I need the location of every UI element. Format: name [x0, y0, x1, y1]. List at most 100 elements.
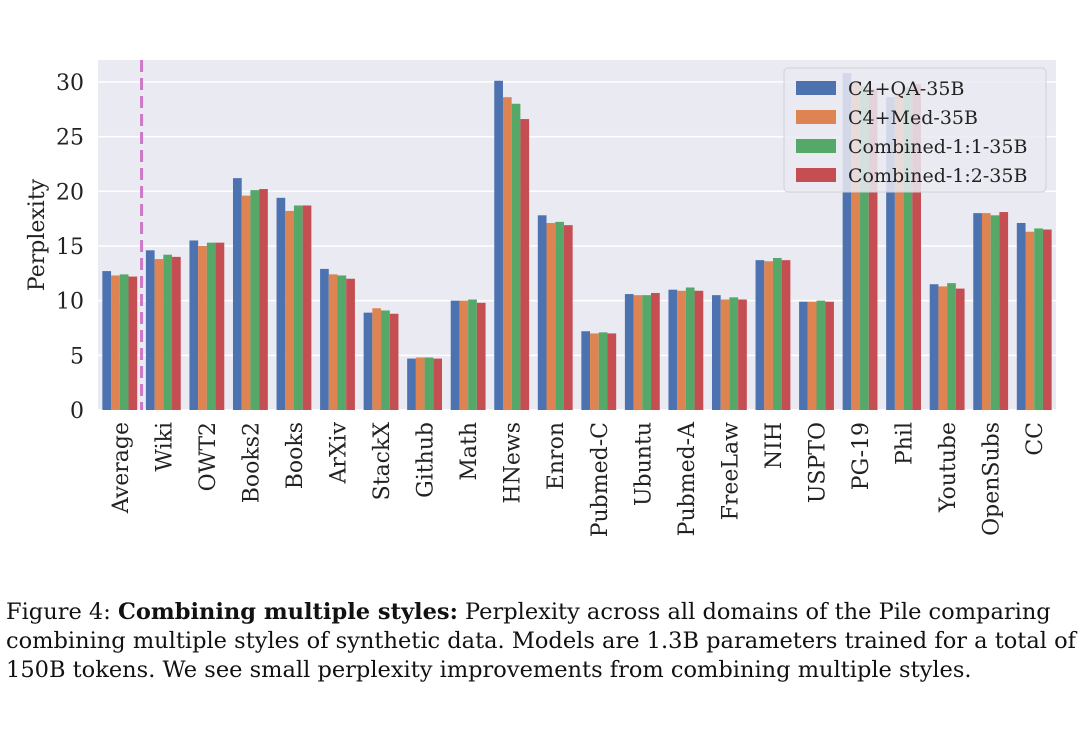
bar-books2-series-2	[241, 195, 251, 410]
bar-ubuntu-series-4	[651, 292, 660, 410]
y-axis-label: Perplexity	[25, 178, 50, 291]
bar-phil-series-1	[886, 97, 895, 410]
x-tick-label-wiki: Wiki	[152, 422, 177, 472]
x-tick-label-phil: Phil	[893, 422, 918, 465]
bar-books-series-4	[302, 205, 312, 410]
bar-owt2-series-4	[215, 242, 225, 410]
bar-github-series-3	[424, 357, 434, 410]
bar-freelaw-series-2	[720, 299, 730, 410]
bar-books2-series-1	[232, 178, 242, 411]
bar-cc-series-1	[1016, 222, 1026, 410]
bar-stackx-series-2	[372, 308, 382, 410]
bar-youtube-series-3	[947, 283, 956, 411]
bar-stackx-series-3	[381, 310, 390, 410]
bar-nih-series-2	[764, 261, 773, 410]
bar-opensubs-series-3	[990, 215, 1000, 410]
bar-arxiv-series-1	[320, 268, 329, 410]
bar-stackx-series-4	[389, 313, 399, 410]
bar-uspto-series-3	[816, 300, 826, 411]
bar-uspto-series-2	[807, 301, 817, 410]
bar-uspto-series-4	[825, 301, 834, 410]
bar-cc-series-4	[1042, 229, 1052, 410]
x-tick-labels: Average Wiki OWT2 Books2 Books ArXiv StackX Git…	[109, 421, 1048, 537]
y-tick-label-20: 20	[56, 180, 84, 205]
bar-hnews-series-4	[520, 119, 530, 410]
bar-phil-series-2	[894, 92, 904, 410]
x-tick-label-enron: Enron	[544, 422, 569, 490]
bar-pg-19-series-4	[868, 89, 878, 410]
bar-pubmed-a-series-3	[685, 287, 695, 410]
bar-youtube-series-1	[929, 284, 939, 410]
bar-ubuntu-series-2	[633, 295, 643, 410]
bar-arxiv-series-3	[337, 275, 347, 410]
bar-wiki-series-3	[163, 254, 173, 410]
bar-youtube-series-4	[955, 288, 965, 410]
bar-pg-19-series-2	[851, 81, 861, 411]
x-tick-label-books: Books	[283, 422, 308, 489]
bar-enron-series-2	[546, 222, 556, 410]
y-tick-label-25: 25	[56, 126, 84, 151]
x-tick-label-freelaw: FreeLaw	[718, 422, 743, 521]
bar-freelaw-series-1	[711, 295, 721, 410]
bar-pg-19-series-1	[842, 73, 852, 411]
bar-average-series-4	[128, 276, 138, 410]
legend-label-2: C4+Med-35B	[848, 107, 978, 129]
bar-uspto-series-1	[799, 301, 808, 410]
x-tick-label-average: Average	[109, 422, 134, 514]
legend-swatch-4	[796, 168, 836, 182]
bar-average-series-3	[119, 274, 129, 411]
bar-wiki-series-2	[154, 259, 164, 410]
bar-owt2-series-1	[189, 240, 199, 410]
bar-github-series-2	[415, 357, 425, 410]
legend-swatch-3	[796, 139, 836, 153]
bar-owt2-series-3	[206, 242, 216, 410]
x-tick-label-github: Github	[414, 422, 439, 498]
bar-math-series-4	[476, 302, 486, 410]
bar-hnews-series-3	[511, 103, 521, 410]
bar-books-series-3	[293, 205, 303, 410]
bar-pubmed-c-series-1	[581, 331, 591, 410]
bar-ubuntu-series-1	[624, 294, 634, 410]
bar-enron-series-1	[537, 215, 547, 410]
caption-text: Perplexity across all domains of the Pil…	[6, 599, 1076, 683]
x-tick-label-nih: NIH	[762, 422, 787, 469]
bars	[102, 73, 1052, 411]
bar-hnews-series-2	[502, 97, 512, 410]
y-tick-label-15: 15	[56, 235, 84, 260]
bar-arxiv-series-4	[346, 278, 355, 410]
bar-github-series-1	[407, 358, 416, 410]
bar-books2-series-4	[259, 189, 268, 410]
bar-cc-series-3	[1034, 228, 1043, 410]
x-tick-label-pubmed-c: Pubmed-C	[588, 422, 613, 537]
bar-freelaw-series-4	[738, 299, 747, 410]
bar-books-series-1	[276, 197, 286, 410]
bar-ubuntu-series-3	[642, 295, 652, 410]
bar-arxiv-series-2	[328, 274, 338, 411]
y-tick-label-0: 0	[70, 399, 84, 424]
bar-nih-series-3	[772, 257, 782, 410]
x-tick-label-math: Math	[457, 422, 482, 481]
caption-prefix: Figure 4:	[6, 599, 118, 625]
x-tick-label-opensubs: OpenSubs	[980, 422, 1005, 536]
bar-stackx-series-1	[363, 312, 373, 410]
x-tick-label-stackx: StackX	[370, 422, 395, 501]
x-tick-label-books2: Books2	[239, 422, 264, 503]
x-tick-label-pg-19: PG-19	[849, 422, 874, 490]
bar-opensubs-series-4	[999, 212, 1009, 410]
bar-pubmed-a-series-1	[668, 289, 678, 410]
x-tick-label-ubuntu: Ubuntu	[631, 422, 656, 506]
bar-opensubs-series-2	[981, 213, 991, 411]
bar-nih-series-1	[755, 260, 765, 410]
bar-owt2-series-2	[198, 245, 207, 410]
y-tick-label-10: 10	[56, 290, 84, 315]
bar-average-series-2	[111, 275, 120, 410]
caption-bold: Combining multiple styles:	[117, 599, 458, 625]
bar-enron-series-3	[555, 221, 564, 411]
figure-caption: Figure 4: Combining multiple styles: Per…	[6, 598, 1076, 685]
legend-swatch-1	[796, 81, 836, 95]
legend-label-4: Combined-1:2-35B	[848, 165, 1027, 187]
bar-pubmed-c-series-2	[590, 333, 599, 410]
x-tick-label-cc: CC	[1023, 422, 1048, 456]
